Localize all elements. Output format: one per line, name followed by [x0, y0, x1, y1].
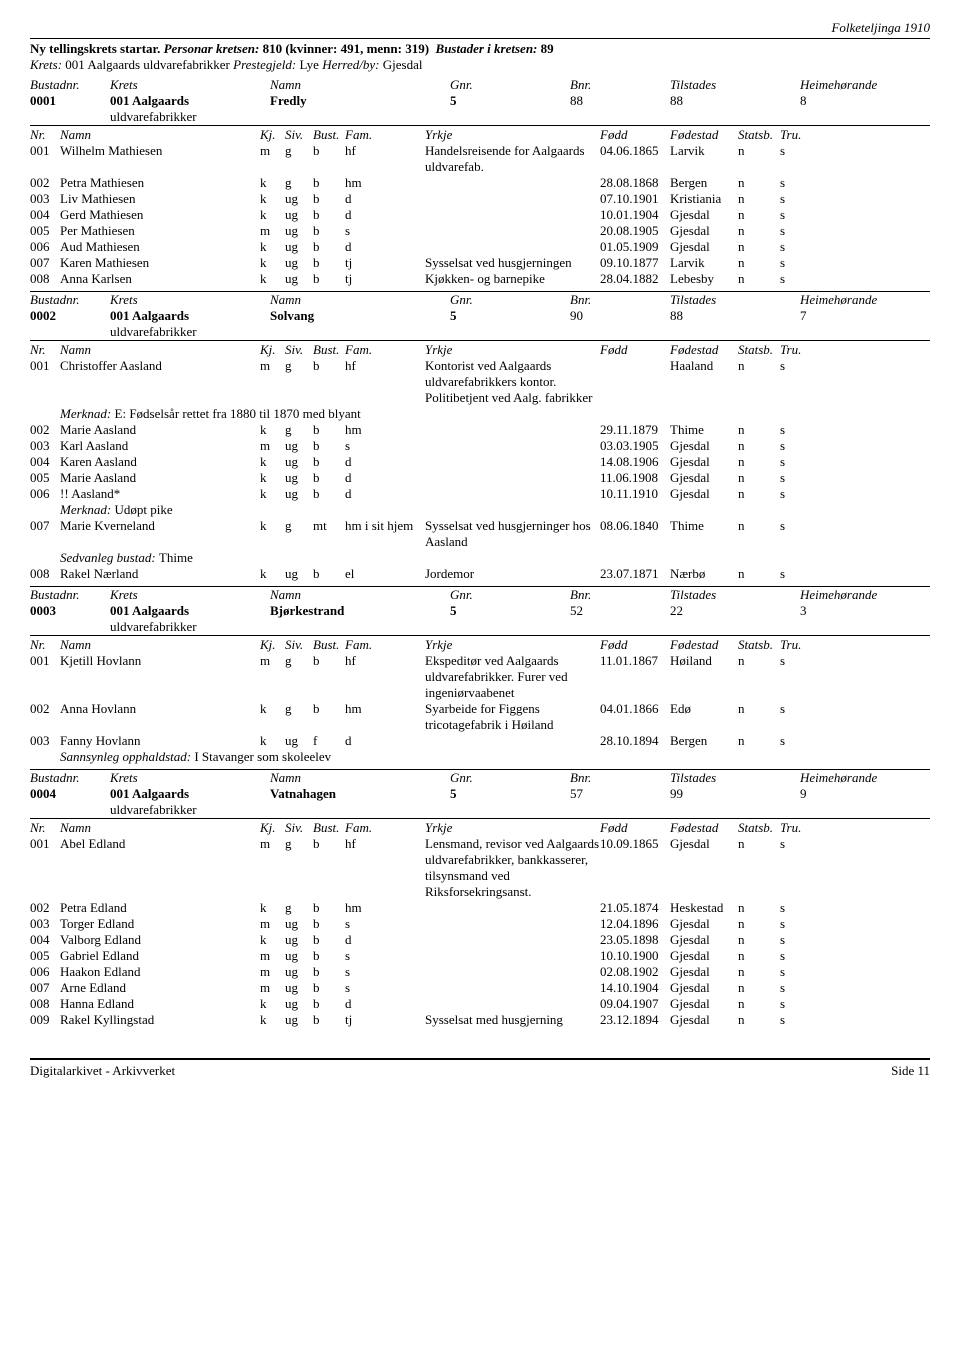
person-row: 004Valborg Edlandkugbd23.05.1898Gjesdaln…: [30, 932, 930, 948]
intro-text: 810 (kvinner: 491, menn: 319): [263, 41, 429, 56]
header-title: Folketeljinga 1910: [30, 20, 930, 36]
divider: [30, 38, 930, 39]
intro-text: 001 Aalgaards uldvarefabrikker: [65, 57, 230, 72]
intro-text: Lye: [299, 57, 319, 72]
person-row: 002Petra Mathiesenkgbhm28.08.1868Bergenn…: [30, 175, 930, 191]
person-row: 007Karen MathiesenkugbtjSysselsat ved hu…: [30, 255, 930, 271]
dwelling-row: 0004001 AalgaardsuldvarefabrikkerVatnaha…: [30, 786, 930, 818]
intro-text: Ny tellingskrets startar.: [30, 41, 160, 56]
dwelling-header: Bustadnr.KretsNamnGnr.Bnr.TilstadesHeime…: [30, 77, 930, 93]
person-row: 009Rakel KyllingstadkugbtjSysselsat med …: [30, 1012, 930, 1028]
person-row: 006Aud Mathiesenkugbd01.05.1909Gjesdalns: [30, 239, 930, 255]
person-row: 004Karen Aaslandkugbd14.08.1906Gjesdalns: [30, 454, 930, 470]
person-header: Nr.NamnKj.Siv.Bust.Fam.YrkjeFøddFødestad…: [30, 125, 930, 143]
intro-text: 89: [541, 41, 554, 56]
person-row: 002Petra Edlandkgbhm21.05.1874Heskestadn…: [30, 900, 930, 916]
person-row: 006!! Aasland*kugbd10.11.1910Gjesdalns: [30, 486, 930, 502]
intro-text: Prestegjeld:: [233, 57, 296, 72]
person-row: 008Hanna Edlandkugbd09.04.1907Gjesdalns: [30, 996, 930, 1012]
person-row: 003Torger Edlandmugbs12.04.1896Gjesdalns: [30, 916, 930, 932]
dwelling-row: 0001001 AalgaardsuldvarefabrikkerFredly5…: [30, 93, 930, 125]
person-row: 005Gabriel Edlandmugbs10.10.1900Gjesdaln…: [30, 948, 930, 964]
page-footer: Digitalarkivet - Arkivverket Side 11: [30, 1058, 930, 1079]
footer-right: Side 11: [891, 1063, 930, 1079]
intro-text: Herred/by:: [322, 57, 379, 72]
merknad-row: Merknad: E: Fødselsår rettet fra 1880 ti…: [60, 406, 930, 422]
dwelling-header: Bustadnr.KretsNamnGnr.Bnr.TilstadesHeime…: [30, 292, 930, 308]
person-row: 005Per Mathiesenmugbs20.08.1905Gjesdalns: [30, 223, 930, 239]
footer-left: Digitalarkivet - Arkivverket: [30, 1063, 175, 1079]
person-row: 007Arne Edlandmugbs14.10.1904Gjesdalns: [30, 980, 930, 996]
dwelling-header: Bustadnr.KretsNamnGnr.Bnr.TilstadesHeime…: [30, 587, 930, 603]
person-row: 001Christoffer AaslandmgbhfKontorist ved…: [30, 358, 930, 406]
person-row: 001Abel EdlandmgbhfLensmand, revisor ved…: [30, 836, 930, 900]
intro-text: Personar kretsen:: [164, 41, 260, 56]
person-row: 002Anna HovlannkgbhmSyarbeide for Figgen…: [30, 701, 930, 733]
person-row: 008Anna KarlsenkugbtjKjøkken- og barnepi…: [30, 271, 930, 287]
person-row: 003Liv Mathiesenkugbd07.10.1901Kristiani…: [30, 191, 930, 207]
dwelling-row: 0002001 AalgaardsuldvarefabrikkerSolvang…: [30, 308, 930, 340]
dwelling-header: Bustadnr.KretsNamnGnr.Bnr.TilstadesHeime…: [30, 770, 930, 786]
person-row: 001Kjetill HovlannmgbhfEkspeditør ved Aa…: [30, 653, 930, 701]
dwelling-row: 0003001 AalgaardsuldvarefabrikkerBjørkes…: [30, 603, 930, 635]
person-header: Nr.NamnKj.Siv.Bust.Fam.YrkjeFøddFødestad…: [30, 635, 930, 653]
person-row: 003Fanny Hovlannkugfd28.10.1894Bergenns: [30, 733, 930, 749]
intro-text: Gjesdal: [383, 57, 423, 72]
sannsynleg-row: Sannsynleg opphaldstad: I Stavanger som …: [60, 749, 930, 765]
merknad-row: Merknad: Udøpt pike: [60, 502, 930, 518]
person-row: 002Marie Aaslandkgbhm29.11.1879Thimens: [30, 422, 930, 438]
person-row: 003Karl Aaslandmugbs03.03.1905Gjesdalns: [30, 438, 930, 454]
dwellings-list: Bustadnr.KretsNamnGnr.Bnr.TilstadesHeime…: [30, 77, 930, 1028]
person-row: 006Haakon Edlandmugbs02.08.1902Gjesdalns: [30, 964, 930, 980]
intro-text: Krets:: [30, 57, 62, 72]
sedvanleg-row: Sedvanleg bustad: Thime: [60, 550, 930, 566]
intro-block: Ny tellingskrets startar. Personar krets…: [30, 41, 930, 73]
person-row: 005Marie Aaslandkugbd11.06.1908Gjesdalns: [30, 470, 930, 486]
person-row: 004Gerd Mathiesenkugbd10.01.1904Gjesdaln…: [30, 207, 930, 223]
person-row: 001Wilhelm MathiesenmgbhfHandelsreisende…: [30, 143, 930, 175]
intro-text: Bustader i kretsen:: [436, 41, 538, 56]
person-header: Nr.NamnKj.Siv.Bust.Fam.YrkjeFøddFødestad…: [30, 818, 930, 836]
person-row: 008Rakel NærlandkugbelJordemor23.07.1871…: [30, 566, 930, 582]
person-header: Nr.NamnKj.Siv.Bust.Fam.YrkjeFøddFødestad…: [30, 340, 930, 358]
person-row: 007Marie Kvernelandkgmthm i sit hjemSyss…: [30, 518, 930, 550]
